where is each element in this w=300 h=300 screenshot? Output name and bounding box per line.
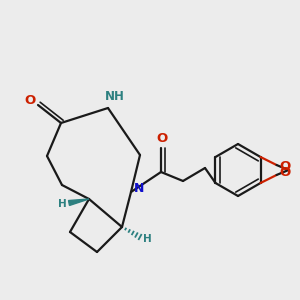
Polygon shape [68, 199, 89, 206]
Text: O: O [279, 160, 290, 173]
Text: O: O [279, 167, 290, 179]
Text: NH: NH [105, 91, 125, 103]
Text: H: H [58, 199, 66, 209]
Text: O: O [156, 131, 168, 145]
Text: N: N [134, 182, 144, 194]
Text: O: O [24, 94, 36, 107]
Text: H: H [142, 234, 152, 244]
